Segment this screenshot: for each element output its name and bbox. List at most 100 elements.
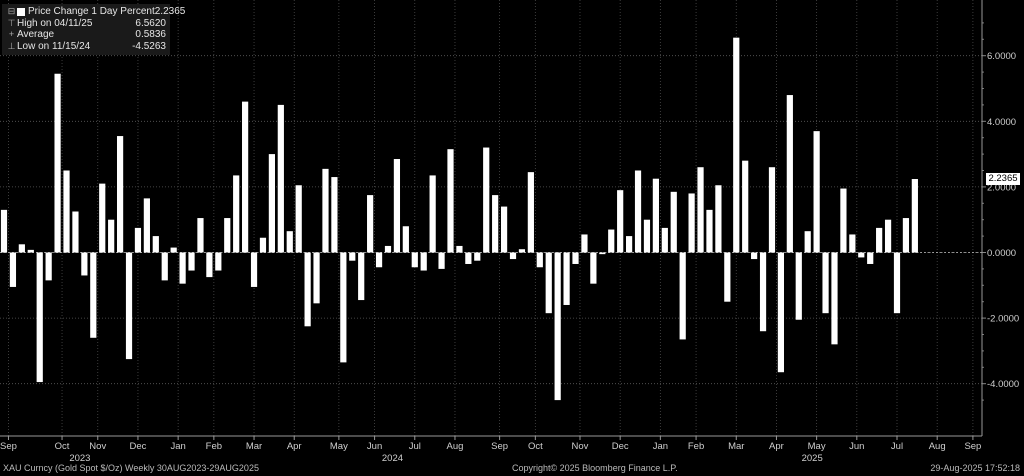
bar	[286, 231, 293, 253]
bar	[90, 252, 97, 338]
gridlines	[0, 0, 982, 436]
x-tick-label: Jan	[653, 441, 668, 452]
bar	[116, 136, 124, 253]
bar	[536, 252, 543, 268]
legend-title: Price Change 1 Day Percent	[28, 6, 155, 17]
bar	[795, 252, 802, 320]
x-tick-label: Apr	[287, 441, 302, 452]
low-marker-icon: ⊥	[7, 40, 16, 51]
bar	[518, 249, 526, 253]
bar	[188, 252, 195, 271]
bar	[384, 245, 392, 253]
bar	[724, 252, 731, 302]
high-marker-icon: ⊤	[7, 17, 16, 28]
bar	[715, 185, 722, 253]
x-tick-label: Jul	[891, 441, 903, 452]
x-tick-label: Apr	[769, 441, 784, 452]
bar	[777, 252, 785, 373]
last-value-tag: 2.2365	[986, 173, 1020, 185]
legend-avg-label: Average	[17, 29, 55, 40]
x-tick-label: Sep	[0, 441, 17, 452]
y-axis: 6.0000 4.0000 2.0000 0.0000 -2.0000 -4.0000	[981, 0, 1019, 436]
x-axis: Sep Oct Nov Dec Jan Feb Mar Apr May Jun Jul Aug Sep O…	[0, 435, 982, 464]
bar	[626, 236, 633, 253]
year-label: 2024	[382, 453, 403, 464]
y-tick-label: -4.0000	[987, 379, 1019, 390]
bar	[358, 252, 365, 301]
bar	[840, 188, 847, 253]
bar	[465, 252, 472, 264]
bar	[340, 252, 347, 363]
bar	[447, 149, 454, 253]
bar	[215, 252, 222, 271]
legend-title-value: 2.2365	[154, 6, 186, 17]
year-label: 2023	[69, 453, 90, 464]
bar	[331, 177, 338, 253]
bar	[545, 252, 552, 314]
bar	[902, 218, 910, 253]
bar	[0, 209, 8, 253]
legend-low-value: -4.5263	[132, 40, 166, 52]
bar	[590, 252, 597, 284]
bar	[54, 73, 61, 253]
bar	[268, 154, 275, 253]
bar	[295, 185, 302, 253]
bar	[768, 167, 776, 253]
bar	[509, 252, 517, 260]
bar	[643, 219, 651, 253]
bar	[661, 227, 668, 253]
year-label: 2025	[802, 453, 823, 464]
bars-group	[0, 37, 918, 401]
bar	[733, 37, 740, 253]
x-tick-label: Jul	[409, 441, 421, 452]
bar	[402, 226, 409, 253]
minus-box-icon[interactable]: ⊟	[7, 6, 16, 16]
bar	[72, 211, 79, 253]
x-tick-label: May	[330, 441, 348, 452]
y-tick-label: 0.0000	[987, 248, 1016, 259]
x-tick-label: Mar	[246, 441, 262, 452]
bar	[170, 247, 177, 253]
bar	[250, 252, 258, 287]
bar	[492, 195, 499, 253]
bar	[697, 167, 704, 253]
bar	[197, 218, 204, 253]
bar	[527, 172, 534, 253]
bar	[143, 198, 150, 253]
bar	[125, 252, 133, 360]
x-tick-label: Oct	[55, 441, 70, 452]
bar	[554, 252, 561, 401]
bar	[652, 178, 659, 253]
legend-high-label: High on 04/11/25	[17, 17, 93, 29]
bar	[81, 252, 88, 276]
bar	[375, 252, 383, 268]
x-tick-label: Aug	[447, 441, 464, 452]
bar	[277, 104, 284, 253]
bar	[456, 245, 463, 253]
legend: ⊟ Price Change 1 Day Percent 2.2365 ⊤ High…	[2, 4, 185, 55]
bar	[563, 252, 570, 305]
footer-timestamp: 29-Aug-2025 17:52:18	[930, 463, 1020, 473]
bar	[822, 252, 829, 314]
legend-high-value: 6.5620	[135, 17, 166, 29]
footer-security: XAU Curncy (Gold Spot $/Oz) Weekly 30AUG…	[3, 463, 259, 473]
bar	[831, 252, 838, 345]
x-tick-label: Jun	[367, 441, 382, 452]
bar	[242, 101, 249, 253]
x-tick-label: Oct	[528, 441, 543, 452]
bar	[617, 190, 624, 253]
bar	[858, 252, 865, 258]
bar	[884, 219, 892, 253]
bar	[670, 191, 677, 253]
legend-low-label: Low on 11/15/24	[17, 40, 91, 52]
y-tick-label: -2.0000	[987, 314, 1019, 325]
bar	[474, 252, 481, 261]
bar	[849, 234, 856, 253]
y-tick-label: 2.0000	[987, 182, 1016, 193]
bar	[572, 252, 579, 264]
bar	[367, 195, 374, 253]
bar	[108, 219, 115, 253]
bar	[349, 252, 356, 261]
bar	[322, 168, 329, 253]
